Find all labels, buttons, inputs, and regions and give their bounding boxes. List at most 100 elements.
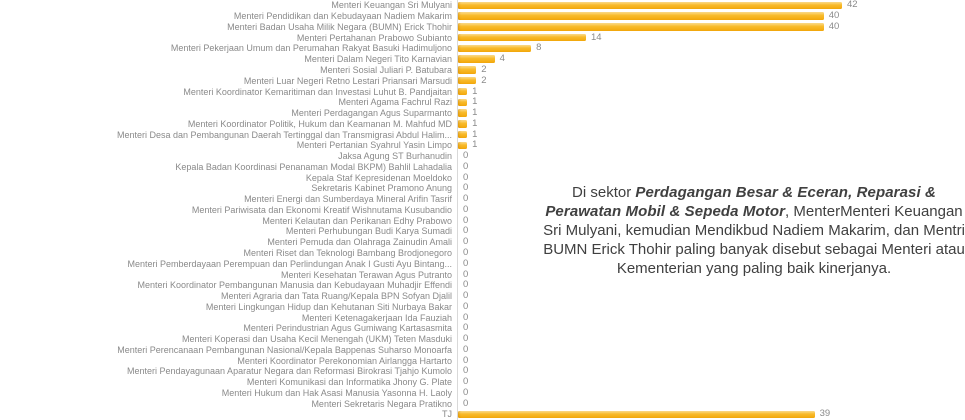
- plot-area: 4: [457, 54, 965, 65]
- category-label: Menteri Kesehatan Terawan Agus Putranto: [281, 269, 452, 280]
- value-label: 8: [536, 42, 542, 54]
- annotation-prefix: Di sektor: [572, 184, 636, 201]
- value-label: 1: [472, 117, 478, 129]
- chart-row: Menteri Pertanian Syahrul Yasin Limpo 1: [0, 140, 965, 151]
- category-label: Menteri Lingkungan Hidup dan Kehutanan S…: [205, 301, 452, 312]
- chart-row: Menteri Koordinator Perekonomian Airlang…: [0, 354, 965, 367]
- bar: [458, 55, 495, 63]
- bar: [458, 12, 824, 20]
- value-label: 40: [828, 20, 840, 32]
- plot-area: 0: [457, 269, 965, 280]
- chart-row: Menteri Perdagangan Agus Suparmanto 1: [0, 108, 965, 119]
- chart-row: Menteri Koordinator Kemaritiman dan Inve…: [0, 86, 965, 97]
- value-label: 0: [463, 193, 469, 205]
- plot-area: 0: [457, 226, 965, 237]
- category-label: Menteri Sekretaris Negara Pratikno: [311, 398, 452, 409]
- value-label: 1: [472, 85, 478, 97]
- value-label: 0: [463, 386, 469, 398]
- chart-row: TJ 39: [0, 409, 965, 420]
- value-label: 0: [463, 279, 469, 291]
- plot-area: 40: [457, 20, 965, 33]
- plot-area: 0: [457, 237, 965, 248]
- category-label: Menteri Luar Negeri Retno Lestari Prians…: [243, 75, 452, 86]
- chart-row: Menteri Koordinator Politik, Hukum dan K…: [0, 117, 965, 130]
- value-label: 40: [828, 10, 840, 22]
- plot-area: 14: [457, 32, 965, 44]
- category-label: Jaksa Agung ST Burhanudin: [338, 151, 452, 162]
- chart-row: Menteri Sekretaris Negara Pratikno 0: [0, 398, 965, 410]
- chart-row: Menteri Riset dan Teknologi Bambang Brod…: [0, 247, 965, 259]
- plot-area: 2: [457, 64, 965, 76]
- plot-area: 0: [457, 301, 965, 313]
- category-label: Menteri Pariwisata dan Ekonomi Kreatif W…: [191, 204, 452, 215]
- chart-row: Menteri Pariwisata dan Ekonomi Kreatif W…: [0, 203, 965, 216]
- value-label: 0: [463, 236, 469, 248]
- chart-row: Menteri Pendidikan dan Kebudayaan Nadiem…: [0, 11, 965, 22]
- plot-area: 0: [457, 257, 965, 270]
- plot-area: 0: [457, 354, 965, 367]
- chart-row: Menteri Koperasi dan Usaha Kecil Menenga…: [0, 334, 965, 345]
- category-label: Menteri Dalam Negeri Tito Karnavian: [304, 54, 452, 65]
- category-label: Menteri Perindustrian Agus Gumiwang Kart…: [243, 323, 452, 334]
- category-label: Menteri Pemuda dan Olahraga Zainudin Ama…: [267, 237, 452, 248]
- plot-area: 0: [457, 366, 965, 377]
- category-label: Menteri Perdagangan Agus Suparmanto: [291, 108, 452, 119]
- category-label: Sekretaris Kabinet Pramono Anung: [311, 183, 452, 194]
- plot-area: 0: [457, 203, 965, 216]
- bar: [458, 410, 815, 419]
- chart-row: Menteri Perhubungan Budi Karya Sumadi 0: [0, 226, 965, 237]
- chart-row: Menteri Pekerjaan Umum dan Perumahan Rak…: [0, 43, 965, 54]
- plot-area: 1: [457, 108, 965, 119]
- category-label: Menteri Perencanaan Pembangunan Nasional…: [117, 344, 452, 355]
- plot-area: 0: [457, 312, 965, 323]
- bar: [458, 76, 477, 85]
- value-label: 0: [463, 333, 469, 345]
- category-label: Menteri Badan Usaha Milik Negara (BUMN) …: [227, 21, 452, 32]
- bar: [458, 23, 824, 31]
- value-label: 0: [463, 322, 469, 334]
- plot-area: 0: [457, 172, 965, 184]
- annotation-highlight: Perdagangan Besar & Eceran, Reparasi & P…: [545, 184, 936, 220]
- chart-row: Menteri Kelautan dan Perikanan Edhy Prab…: [0, 215, 965, 227]
- plot-area: 1: [457, 117, 965, 130]
- value-label: 42: [847, 0, 858, 11]
- value-label: 4: [499, 53, 505, 65]
- category-label: Menteri Pendayagunaan Aparatur Negara da…: [126, 366, 452, 377]
- category-label: Menteri Koordinator Politik, Hukum dan K…: [187, 118, 452, 129]
- value-label: 0: [463, 160, 469, 172]
- category-label: TJ: [442, 409, 452, 420]
- category-label: Kepala Badan Koordinasi Penanaman Modal …: [175, 161, 452, 172]
- value-label: 0: [463, 182, 469, 194]
- plot-area: 1: [457, 129, 965, 140]
- plot-area: 8: [457, 43, 965, 54]
- plot-area: 42: [457, 0, 965, 11]
- category-label: Kepala Staf Kepresidenan Moeldoko: [305, 172, 452, 183]
- chart-row: Menteri Komunikasi dan Informatika Jhony…: [0, 377, 965, 388]
- category-label: Menteri Keuangan Sri Mulyani: [331, 0, 452, 11]
- chart-row: Menteri Agama Fachrul Razi 1: [0, 97, 965, 108]
- value-label: 0: [463, 354, 469, 366]
- value-label: 0: [463, 203, 469, 215]
- bar: [458, 109, 468, 117]
- plot-area: 2: [457, 75, 965, 87]
- annotation-rest: , MenterMenteri Keuangan Sri Mulyani, ke…: [543, 203, 965, 277]
- bar: [458, 44, 532, 53]
- plot-area: 0: [457, 151, 965, 162]
- plot-area: 0: [457, 183, 965, 194]
- chart-row: Menteri Ketenagakerjaan Ida Fauziah 0: [0, 312, 965, 323]
- category-label: Menteri Pendidikan dan Kebudayaan Nadiem…: [233, 11, 452, 22]
- plot-area: 0: [457, 398, 965, 410]
- chart-row: Jaksa Agung ST Burhanudin 0: [0, 151, 965, 162]
- plot-area: 39: [457, 409, 965, 420]
- value-label: 0: [463, 376, 469, 388]
- value-label: 1: [472, 96, 478, 108]
- value-label: 0: [463, 257, 469, 269]
- chart-row: Menteri Koordinator Pembangunan Manusia …: [0, 280, 965, 291]
- plot-area: 1: [457, 97, 965, 108]
- plot-area: 0: [457, 377, 965, 388]
- bar: [458, 33, 586, 42]
- chart-row: Menteri Pemberdayaan Perempuan dan Perli…: [0, 257, 965, 270]
- plot-area: 0: [457, 323, 965, 334]
